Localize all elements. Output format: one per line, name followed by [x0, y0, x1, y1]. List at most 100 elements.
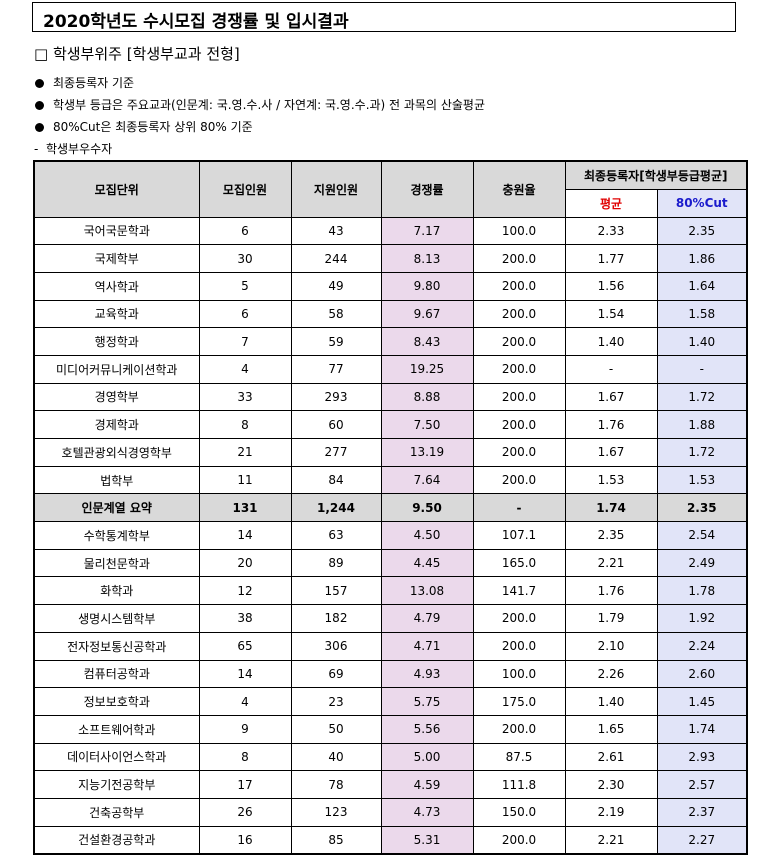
- cell-avg: 1.53: [564, 465, 658, 495]
- cell-quota: 12: [198, 576, 292, 606]
- cell-quota: 8: [198, 410, 292, 439]
- table-row: 소프트웨어학과 9 50 5.56 200.0 1.65 1.74: [33, 714, 748, 744]
- cell-rate: 4.79: [380, 604, 474, 633]
- cell-unit: 컴퓨터공학과: [33, 659, 200, 689]
- cell-fill: 107.1: [472, 521, 566, 550]
- cell-cut: 1.64: [656, 271, 748, 301]
- note-text: 학생부 등급은 주요교과(인문계: 국.영.수.사 / 자연계: 국.영.수.과…: [53, 98, 485, 112]
- cell-rate: 9.67: [380, 299, 474, 329]
- cell-avg: -: [564, 354, 658, 384]
- table-row: 경제학과 8 60 7.50 200.0 1.76 1.88: [33, 410, 748, 439]
- cell-fill: 200.0: [472, 438, 566, 467]
- cell-rate: 7.50: [380, 410, 474, 439]
- cell-fill: 175.0: [472, 687, 566, 716]
- cell-avg: 1.76: [564, 410, 658, 439]
- cell-cut: 1.40: [656, 327, 748, 356]
- table-row: 경영학부 33 293 8.88 200.0 1.67 1.72: [33, 382, 748, 412]
- cell-avg: 1.74: [564, 493, 658, 523]
- cell-quota: 30: [198, 244, 292, 273]
- cell-quota: 33: [198, 382, 292, 412]
- cell-avg: 1.54: [564, 299, 658, 329]
- cell-fill: 200.0: [472, 327, 566, 356]
- cell-cut: 2.49: [656, 548, 748, 578]
- header-cut: 80%Cut: [656, 188, 748, 218]
- table-row: 역사학과 5 49 9.80 200.0 1.56 1.64: [33, 271, 748, 301]
- cell-cut: 1.78: [656, 576, 748, 606]
- cell-cut: -: [656, 354, 748, 384]
- cell-avg: 2.10: [564, 631, 658, 661]
- cell-rate: 4.59: [380, 770, 474, 799]
- cell-rate: 9.50: [380, 493, 474, 523]
- table-row: 화학과 12 157 13.08 141.7 1.76 1.78: [33, 576, 748, 606]
- cell-cut: 2.60: [656, 659, 748, 689]
- dash-icon: -: [34, 142, 46, 156]
- cell-applicants: 182: [290, 604, 382, 633]
- cell-unit: 물리천문학과: [33, 548, 200, 578]
- table-row: 미디어커뮤니케이션학과 4 77 19.25 200.0- -: [33, 354, 748, 384]
- cell-fill: 200.0: [472, 604, 566, 633]
- cell-cut: 1.88: [656, 410, 748, 439]
- cell-unit: 호텔관광외식경영학부: [33, 438, 200, 467]
- cell-unit: 건설환경공학과: [33, 825, 200, 855]
- cell-cut: 1.45: [656, 687, 748, 716]
- cell-avg: 2.21: [564, 548, 658, 578]
- cell-quota: 20: [198, 548, 292, 578]
- cell-unit: 소프트웨어학과: [33, 714, 200, 744]
- cell-avg: 2.61: [564, 742, 658, 772]
- cell-applicants: 1,244: [290, 493, 382, 523]
- header-applicants: 지원인원: [290, 160, 382, 218]
- cell-cut: 2.54: [656, 521, 748, 550]
- cell-applicants: 244: [290, 244, 382, 273]
- cell-unit: 인문계열 요약: [33, 493, 200, 523]
- subnote: - 학생부우수자: [34, 138, 485, 160]
- table-row: 건축공학부 26 123 4.73 150.0 2.19 2.37: [33, 797, 748, 827]
- cell-fill: 100.0: [472, 216, 566, 246]
- table-row: 호텔관광외식경영학부 21 277 13.19 200.0 1.67 1.72: [33, 438, 748, 467]
- header-fill: 충원율: [472, 160, 566, 218]
- cell-fill: 200.0: [472, 354, 566, 384]
- cell-avg: 1.56: [564, 271, 658, 301]
- cell-applicants: 84: [290, 465, 382, 495]
- cell-applicants: 63: [290, 521, 382, 550]
- cell-fill: 200.0: [472, 631, 566, 661]
- results-table: 모집단위 모집인원 지원인원 경쟁률 충원율 최종등록자[학생부등급평균] 평균…: [33, 160, 748, 855]
- cell-rate: 4.73: [380, 797, 474, 827]
- cell-quota: 5: [198, 271, 292, 301]
- cell-applicants: 306: [290, 631, 382, 661]
- cell-applicants: 277: [290, 438, 382, 467]
- cell-quota: 26: [198, 797, 292, 827]
- cell-unit: 경영학부: [33, 382, 200, 412]
- cell-unit: 경제학과: [33, 410, 200, 439]
- cell-applicants: 89: [290, 548, 382, 578]
- cell-quota: 7: [198, 327, 292, 356]
- table-row: 건설환경공학과 16 85 5.31 200.0 2.21 2.27: [33, 825, 748, 855]
- cell-unit: 행정학과: [33, 327, 200, 356]
- cell-avg: 2.21: [564, 825, 658, 855]
- cell-rate: 8.88: [380, 382, 474, 412]
- cell-applicants: 50: [290, 714, 382, 744]
- table-body: 국어국문학과 6 43 7.17 100.0 2.33 2.35 국제학부 30 244 8.13 2…: [33, 216, 748, 855]
- cell-quota: 11: [198, 465, 292, 495]
- cell-cut: 1.72: [656, 382, 748, 412]
- cell-quota: 9: [198, 714, 292, 744]
- cell-applicants: 123: [290, 797, 382, 827]
- cell-cut: 2.27: [656, 825, 748, 855]
- cell-rate: 9.80: [380, 271, 474, 301]
- table-row: 수학통계학부 14 63 4.50 107.1 2.35 2.54: [33, 521, 748, 550]
- cell-cut: 1.74: [656, 714, 748, 744]
- cell-unit: 국어국문학과: [33, 216, 200, 246]
- note-text: 최종등록자 기준: [53, 76, 135, 90]
- cell-rate: 7.64: [380, 465, 474, 495]
- cell-rate: 19.25: [380, 354, 474, 384]
- cell-avg: 2.35: [564, 521, 658, 550]
- cell-fill: 100.0: [472, 659, 566, 689]
- table-row: 정보보호학과 4 23 5.75 175.0 1.40 1.45: [33, 687, 748, 716]
- notes-list: 최종등록자 기준 학생부 등급은 주요교과(인문계: 국.영.수.사 / 자연계…: [34, 72, 485, 160]
- cell-quota: 6: [198, 216, 292, 246]
- cell-rate: 5.00: [380, 742, 474, 772]
- cell-cut: 2.57: [656, 770, 748, 799]
- bullet-icon: [35, 100, 44, 110]
- header-final-group: 최종등록자[학생부등급평균]: [564, 160, 748, 190]
- cell-unit: 전자정보통신공학과: [33, 631, 200, 661]
- table-row: 법학부 11 84 7.64 200.0 1.53 1.53: [33, 465, 748, 495]
